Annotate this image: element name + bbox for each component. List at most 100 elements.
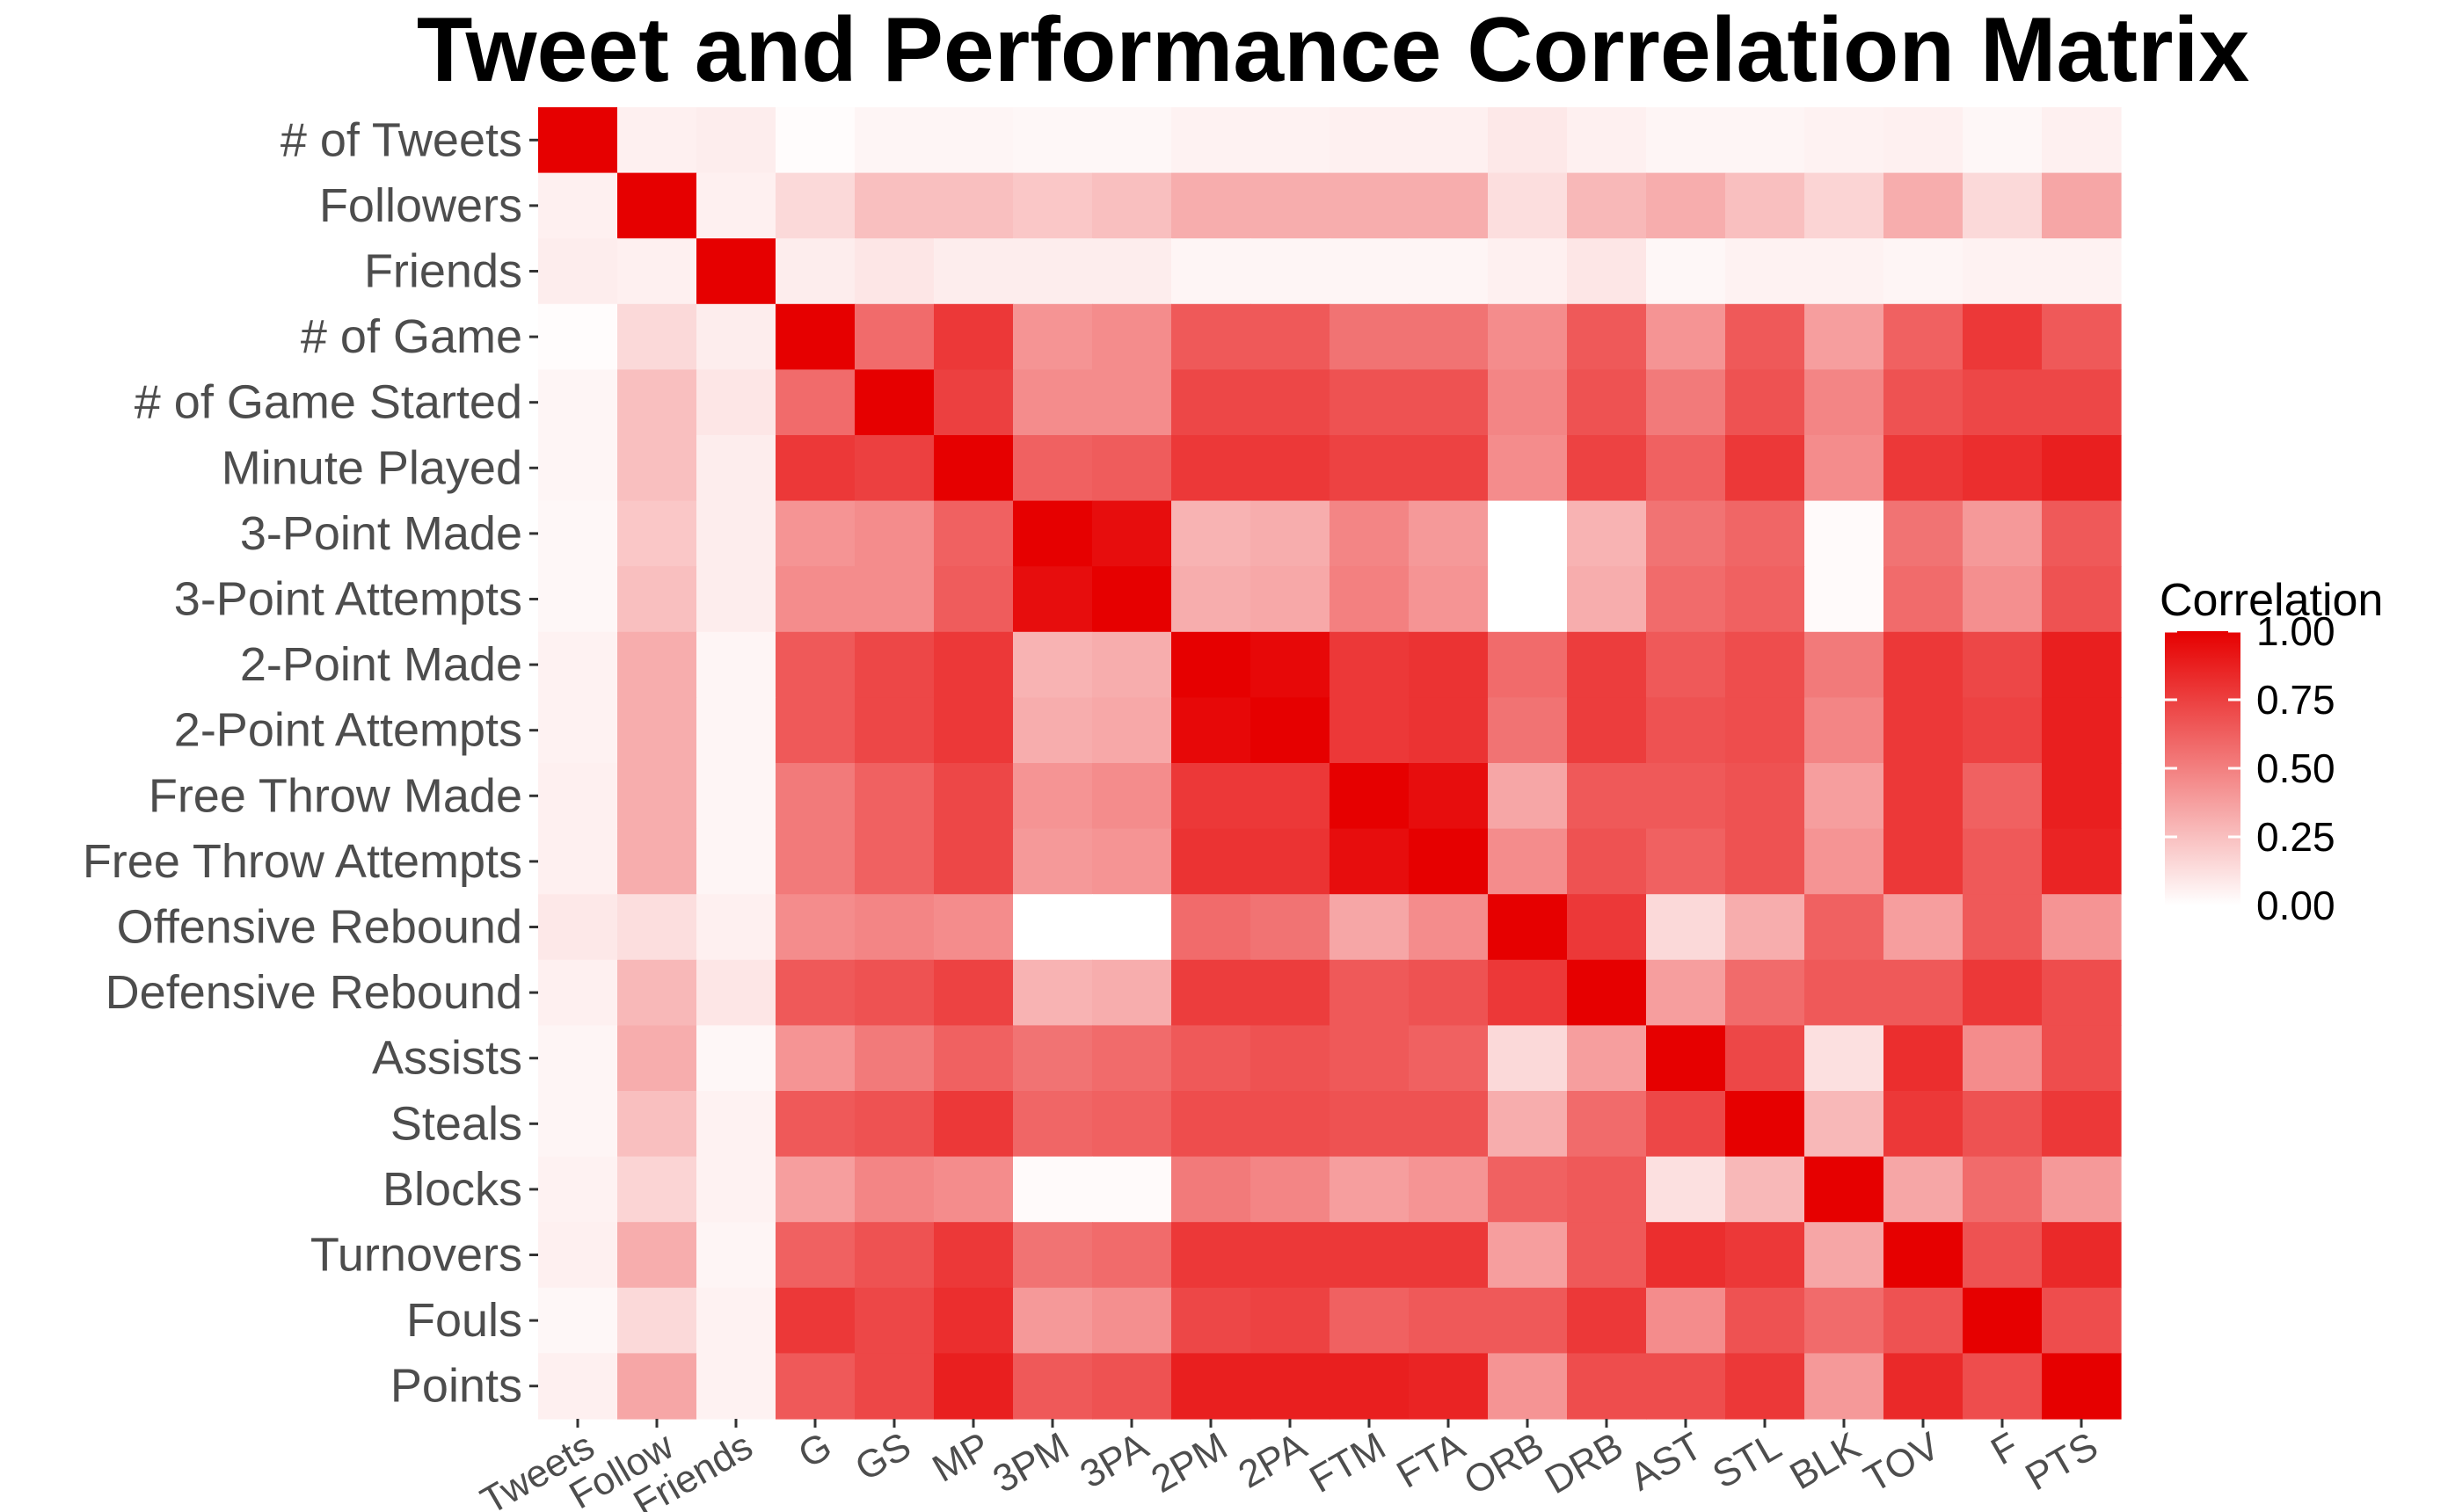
heatmap-cell [696, 1287, 776, 1354]
heatmap-cell [696, 172, 776, 239]
heatmap-cell [1171, 435, 1251, 502]
heatmap-cell [776, 1025, 856, 1092]
heatmap-cell [1725, 631, 1805, 698]
heatmap-cell [776, 566, 856, 633]
heatmap-cell [617, 763, 697, 830]
heatmap-cell [1567, 1025, 1647, 1092]
heatmap-cell [1250, 1353, 1330, 1420]
heatmap-cell [617, 1287, 697, 1354]
heatmap-cell [934, 1025, 1014, 1092]
heatmap-cell [1963, 500, 2043, 567]
heatmap-cell [1330, 1353, 1410, 1420]
heatmap-cell [1488, 1287, 1568, 1354]
heatmap-cell [1488, 172, 1568, 239]
heatmap-cell [1250, 172, 1330, 239]
heatmap-cell [1250, 303, 1330, 370]
heatmap-cell [1883, 172, 1964, 239]
heatmap-cell [2042, 1156, 2122, 1223]
heatmap-cell [1092, 107, 1172, 174]
heatmap-cell [1725, 894, 1805, 961]
heatmap-cell [1646, 828, 1726, 895]
heatmap-cell [1330, 435, 1410, 502]
legend-tick-label: 0.00 [2256, 883, 2335, 928]
heatmap-cell [617, 631, 697, 698]
heatmap-cell [1250, 959, 1330, 1026]
heatmap-cell [855, 1353, 935, 1420]
heatmap-cell [1804, 435, 1884, 502]
heatmap-cell [855, 828, 935, 895]
heatmap-cell [1725, 435, 1805, 502]
heatmap-cell [776, 172, 856, 239]
heatmap-cell [934, 238, 1014, 305]
heatmap-cell [1804, 1091, 1884, 1158]
heatmap-cell [1725, 1222, 1805, 1289]
heatmap-cell [1804, 828, 1884, 895]
heatmap-cell [1646, 107, 1726, 174]
heatmap-cell [1804, 1025, 1884, 1092]
heatmap-cell [1171, 959, 1251, 1026]
y-tick-label: Defensive Rebound [106, 966, 522, 1019]
heatmap-cell [2042, 763, 2122, 830]
heatmap-cell [1725, 303, 1805, 370]
x-tick-label: F [1984, 1424, 2026, 1473]
heatmap-cell [1804, 959, 1884, 1026]
y-axis-ticks [529, 138, 538, 1388]
heatmap-cell [1250, 1025, 1330, 1092]
heatmap-cell [1171, 763, 1251, 830]
heatmap-cell [617, 697, 697, 764]
heatmap-cell [1488, 566, 1568, 633]
heatmap-cell [1409, 828, 1489, 895]
heatmap-cell [1963, 107, 2043, 174]
heatmap-cell [1330, 500, 1410, 567]
heatmap-cell [617, 435, 697, 502]
heatmap-cell [1092, 500, 1172, 567]
heatmap-cell [855, 697, 935, 764]
heatmap-cell [1092, 697, 1172, 764]
heatmap-cell [2042, 435, 2122, 502]
heatmap-cell [2042, 1091, 2122, 1158]
heatmap-cell [855, 1156, 935, 1223]
heatmap-cell [1171, 238, 1251, 305]
heatmap-cell [1646, 763, 1726, 830]
heatmap-cell [1013, 238, 1093, 305]
heatmap-cell [1171, 1353, 1251, 1420]
heatmap-cell [1092, 1025, 1172, 1092]
heatmap-cell [1488, 1025, 1568, 1092]
heatmap-cell [1013, 1353, 1093, 1420]
heatmap-cell [1013, 1156, 1093, 1223]
heatmap-cell [1330, 238, 1410, 305]
heatmap-cell [1646, 1287, 1726, 1354]
y-tick-label: Points [390, 1360, 522, 1413]
legend-colorbar [2165, 631, 2240, 905]
heatmap-cell [1409, 1091, 1489, 1158]
heatmap-cell [1092, 828, 1172, 895]
heatmap-cell [1330, 172, 1410, 239]
heatmap-cell [776, 500, 856, 567]
heatmap-cell [1171, 1091, 1251, 1158]
heatmap-cell [1646, 500, 1726, 567]
heatmap-cell [1963, 697, 2043, 764]
heatmap-cell [1646, 1353, 1726, 1420]
heatmap-cell [934, 1287, 1014, 1354]
heatmap-cell [1409, 238, 1489, 305]
heatmap-cell [1883, 1091, 1964, 1158]
heatmap-cell [1567, 107, 1647, 174]
heatmap-cell [1804, 238, 1884, 305]
heatmap-cell [538, 303, 618, 370]
heatmap-cell [1409, 172, 1489, 239]
heatmap-cell [617, 959, 697, 1026]
heatmap-cell [1883, 107, 1964, 174]
heatmap-cell [1488, 238, 1568, 305]
y-tick-label: Minute Played [222, 441, 522, 494]
heatmap-cell [1488, 894, 1568, 961]
x-tick-label: 2PA [1231, 1424, 1314, 1497]
heatmap-cell [855, 500, 935, 567]
heatmap-cells [538, 107, 2122, 1420]
heatmap-cell [934, 107, 1014, 174]
heatmap-cell [1804, 1287, 1884, 1354]
x-tick-label: G [791, 1424, 839, 1477]
heatmap-cell [1092, 435, 1172, 502]
heatmap-cell [1092, 1156, 1172, 1223]
heatmap-cell [776, 894, 856, 961]
heatmap-cell [696, 1156, 776, 1223]
